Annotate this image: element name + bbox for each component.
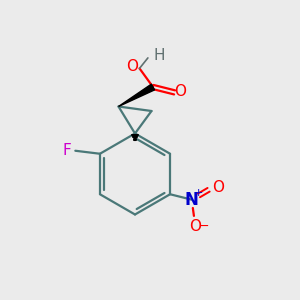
Text: O: O — [174, 84, 186, 99]
Text: O: O — [189, 219, 201, 234]
Polygon shape — [118, 84, 154, 106]
Text: O: O — [212, 179, 224, 195]
Text: −: − — [199, 220, 209, 233]
Text: F: F — [63, 143, 72, 158]
Text: O: O — [126, 59, 138, 74]
Text: +: + — [194, 188, 203, 198]
Text: H: H — [153, 48, 165, 63]
Text: N: N — [185, 191, 199, 209]
